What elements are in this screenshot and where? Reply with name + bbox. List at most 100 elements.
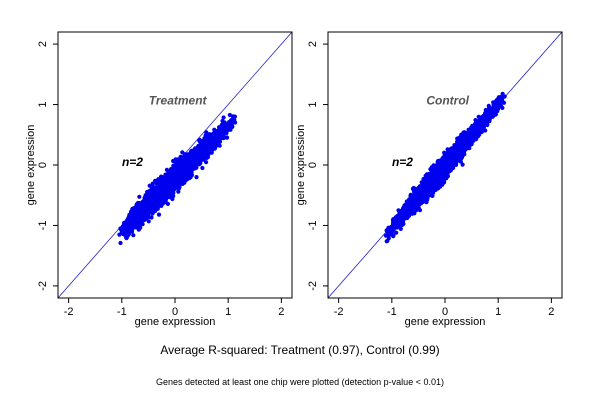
- scatter-point: [150, 191, 155, 196]
- scatter-point: [217, 125, 222, 130]
- x-tick-label: -2: [64, 306, 74, 318]
- scatter-point: [149, 186, 154, 191]
- scatter-point: [196, 153, 201, 158]
- scatter-point: [146, 204, 151, 209]
- scatter-point: [200, 165, 205, 171]
- scatter-point: [117, 232, 122, 237]
- scatter-point: [394, 230, 399, 235]
- scatter-point: [175, 177, 180, 182]
- scatter-point: [152, 199, 157, 205]
- scatter-point: [426, 171, 431, 177]
- scatter-point: [143, 213, 148, 218]
- scatter-point: [160, 199, 165, 204]
- scatter-point: [133, 204, 138, 210]
- scatter-point: [434, 163, 439, 168]
- scatter-point: [162, 174, 168, 179]
- scatter-point: [180, 150, 185, 155]
- scatter-point: [171, 158, 176, 164]
- scatter-point: [150, 205, 155, 210]
- scatter-point: [474, 119, 480, 124]
- scatter-point: [173, 185, 178, 190]
- y-tick-label: 0: [37, 162, 49, 168]
- scatter-point: [161, 186, 166, 191]
- scatter-point: [188, 160, 193, 165]
- scatter-point: [167, 176, 172, 181]
- scatter-point: [492, 103, 497, 108]
- scatter-point: [197, 160, 202, 165]
- scatter-point: [176, 166, 181, 171]
- scatter-point: [213, 132, 218, 137]
- scatter-point: [121, 230, 126, 235]
- scatter-point: [156, 212, 162, 217]
- scatter-point: [164, 167, 169, 172]
- scatter-point: [410, 186, 415, 191]
- scatter-point: [137, 204, 142, 209]
- scatter-point: [179, 165, 184, 170]
- y-tick-label: 1: [37, 101, 49, 107]
- scatter-point: [135, 200, 141, 206]
- scatter-point: [204, 145, 210, 150]
- scatter-point: [162, 191, 167, 196]
- scatter-point: [185, 162, 190, 167]
- y-axis-label: gene expression: [25, 125, 37, 206]
- x-tick-label: -1: [117, 306, 127, 318]
- scatter-point: [178, 154, 183, 159]
- scatter-point: [137, 194, 142, 199]
- x-tick-label: 0: [172, 306, 178, 318]
- scatter-point: [499, 99, 504, 104]
- scatter-point: [210, 147, 215, 152]
- scatter-point: [172, 176, 177, 181]
- scatter-point: [206, 138, 211, 143]
- scatter-point: [183, 167, 188, 172]
- scatter-point: [139, 210, 144, 215]
- sample-count-label: n=2: [122, 155, 143, 169]
- scatter-point: [398, 226, 403, 231]
- scatter-point: [483, 128, 488, 133]
- scatter-point: [203, 154, 208, 159]
- scatter-point: [194, 175, 199, 180]
- scatter-point: [383, 233, 388, 238]
- scatter-point: [177, 182, 182, 187]
- scatter-point: [118, 240, 123, 246]
- scatter-point: [229, 118, 234, 123]
- scatter-point: [133, 221, 138, 226]
- scatter-point: [122, 221, 127, 226]
- scatter-point: [391, 234, 396, 239]
- scatter-point: [136, 227, 141, 232]
- scatter-point: [193, 158, 198, 163]
- scatter-point: [216, 140, 221, 145]
- scatter-point: [500, 105, 505, 110]
- scatter-point: [212, 127, 217, 132]
- scatter-point: [146, 219, 151, 224]
- scatter-point: [224, 135, 230, 140]
- scatter-point: [126, 228, 131, 233]
- scatter-point: [135, 210, 140, 215]
- scatter-point: [449, 146, 454, 151]
- scatter-point: [221, 115, 226, 120]
- scatter-point: [128, 222, 133, 227]
- x-tick-label: 2: [278, 306, 284, 318]
- scatter-point: [198, 148, 203, 153]
- scatter-point: [189, 149, 194, 154]
- scatter-point: [165, 185, 171, 190]
- scatter-point: [189, 170, 194, 175]
- scatter-point: [206, 135, 211, 140]
- scatter-point: [398, 219, 403, 224]
- scatter-point: [143, 201, 148, 206]
- scatter-point: [155, 206, 160, 211]
- scatter-point: [210, 138, 215, 143]
- scatter-point: [142, 218, 147, 223]
- scatter-point: [131, 233, 136, 238]
- scatter-point: [227, 112, 232, 118]
- scatter-point: [231, 115, 236, 120]
- scatter-point: [162, 195, 167, 200]
- scatter-point: [134, 215, 139, 220]
- scatter-point: [187, 155, 192, 160]
- scatter-point: [146, 208, 151, 213]
- scatter-point: [142, 195, 147, 200]
- scatter-point: [125, 224, 130, 230]
- scatter-point: [210, 142, 215, 147]
- group-annotation: Treatment: [149, 94, 208, 108]
- scatter-point: [187, 176, 192, 181]
